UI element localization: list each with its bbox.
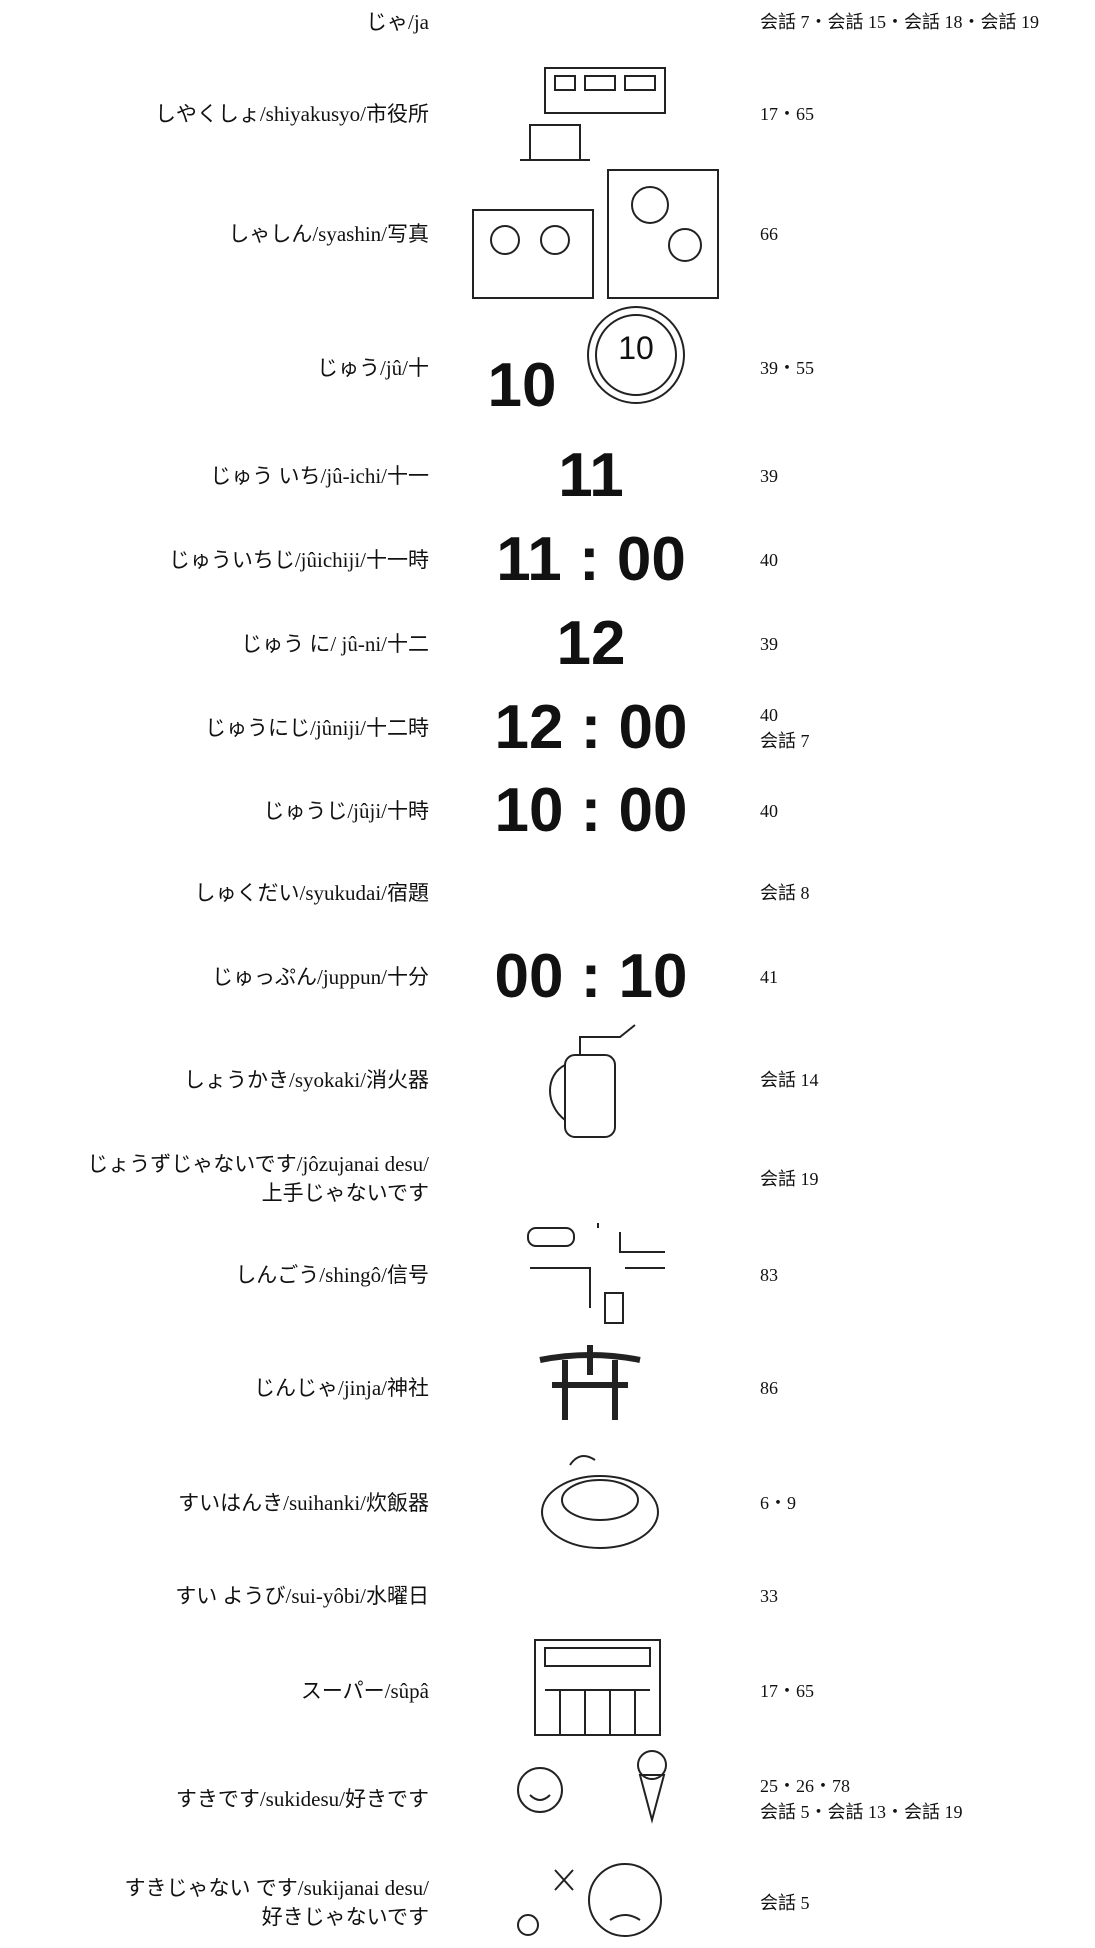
numeral-image: 11: [558, 441, 624, 510]
term: スーパー/sûpâ: [300, 1678, 429, 1703]
reference: 83: [760, 1265, 778, 1285]
reference: 6・9: [760, 1493, 796, 1513]
reference: 66: [760, 224, 778, 244]
reference: 25・26・78: [760, 1776, 850, 1796]
reference: 39: [760, 466, 778, 486]
term: しょうかき/syokaki/消火器: [184, 1067, 429, 1092]
term: しゅくだい/syukudai/宿題: [194, 880, 430, 905]
reference: 会話 8: [760, 883, 810, 903]
reference: 17・65: [760, 1681, 814, 1701]
city-hall-sketch: [520, 67, 666, 161]
photo-sketch: [472, 169, 719, 299]
numeral-image: 00 : 10: [494, 942, 688, 1011]
term: じゅういちじ/jûichiji/十一時: [168, 547, 429, 572]
term: じゅう に/ jû-ni/十二: [241, 631, 429, 656]
numeral-image: 10: [487, 351, 557, 420]
reference: 会話 19: [760, 1169, 819, 1189]
term: じゅう/jû/十: [316, 355, 429, 380]
numeral-image: 11 : 00: [496, 525, 686, 594]
reference: 33: [760, 1586, 778, 1606]
term: じゅうにじ/jûniji/十二時: [204, 715, 429, 740]
reference: 39: [760, 634, 778, 654]
reference: 会話 7: [760, 731, 810, 751]
term: すいはんき/suihanki/炊飯器: [178, 1490, 429, 1515]
numeral-image: 12: [556, 609, 626, 678]
term: しゃしん/syashin/写真: [228, 221, 429, 246]
shrine-sketch: [539, 1345, 641, 1420]
term: すい ようび/sui-yôbi/水曜日: [175, 1583, 429, 1608]
term: すきです/sukidesu/好きです: [175, 1786, 429, 1811]
term: 上手じゃないです: [261, 1181, 429, 1205]
term: じゅうじ/jûji/十時: [263, 798, 429, 823]
term: 好きじゃないです: [261, 1905, 429, 1929]
term: しんごう/shingô/信号: [235, 1262, 429, 1287]
reference: 40: [760, 801, 778, 821]
dislikes-sketch: [517, 1863, 662, 1937]
reference: 39・55: [760, 358, 814, 378]
reference: 40: [760, 705, 778, 725]
term: じゅっぷん/juppun/十分: [211, 964, 429, 989]
term: しやくしょ/shiyakusyo/市役所: [155, 101, 429, 126]
likes-sketch: [517, 1750, 667, 1824]
numeral-image: 12 : 00: [494, 693, 688, 762]
reference: 会話 14: [760, 1070, 819, 1090]
coin-text: 10: [618, 330, 654, 366]
term: じゃ/ja: [366, 9, 429, 34]
reference: 会話 5・会話 13・会話 19: [760, 1802, 963, 1822]
reference: 41: [760, 967, 778, 987]
numeral-image: 10 : 00: [494, 776, 688, 845]
reference: 会話 5: [760, 1893, 810, 1913]
signal-sketch: [527, 1223, 665, 1324]
term: じんじゃ/jinja/神社: [254, 1375, 429, 1400]
coin-sketch: [587, 306, 685, 404]
supermarket-sketch: [534, 1639, 661, 1736]
reference: 40: [760, 550, 778, 570]
term: すきじゃない です/sukijanai desu/: [124, 1876, 429, 1900]
term: じょうずじゃないです/jôzujanai desu/: [87, 1152, 429, 1176]
rice-cooker-sketch: [541, 1455, 659, 1549]
reference: 17・65: [760, 104, 814, 124]
extinguisher-sketch: [549, 1024, 636, 1138]
reference: 会話 7・会話 15・会話 18・会話 19: [760, 12, 1039, 32]
reference: 86: [760, 1378, 778, 1398]
term: じゅう いち/jû-ichi/十一: [210, 463, 429, 488]
